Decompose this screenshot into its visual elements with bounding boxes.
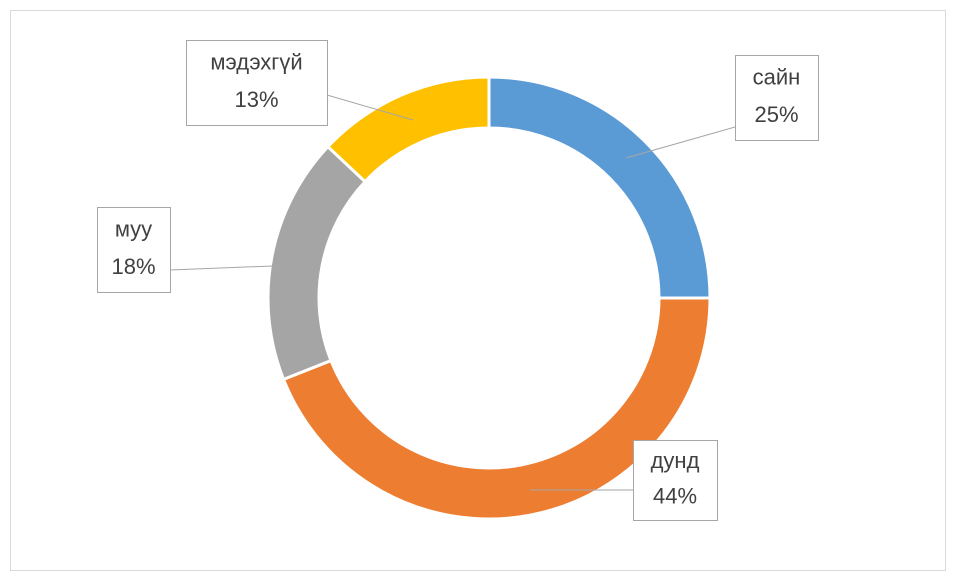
category-label: муу [115,217,152,242]
label-box [735,55,819,141]
value-label: 25% [754,102,798,127]
category-label: сайн [753,65,801,90]
leader-line [169,264,299,271]
category-label: мэдэхгүй [210,50,302,75]
donut-slice [281,296,712,521]
value-label: 13% [234,87,278,112]
leader-line [625,126,736,159]
value-label: 18% [111,254,155,279]
label-box [633,440,718,521]
value-label: 44% [653,483,697,508]
category-label: дунд [651,448,700,473]
donut-slice [325,75,491,184]
label-box [97,207,171,293]
label-box [186,40,328,126]
leader-line [326,94,414,121]
